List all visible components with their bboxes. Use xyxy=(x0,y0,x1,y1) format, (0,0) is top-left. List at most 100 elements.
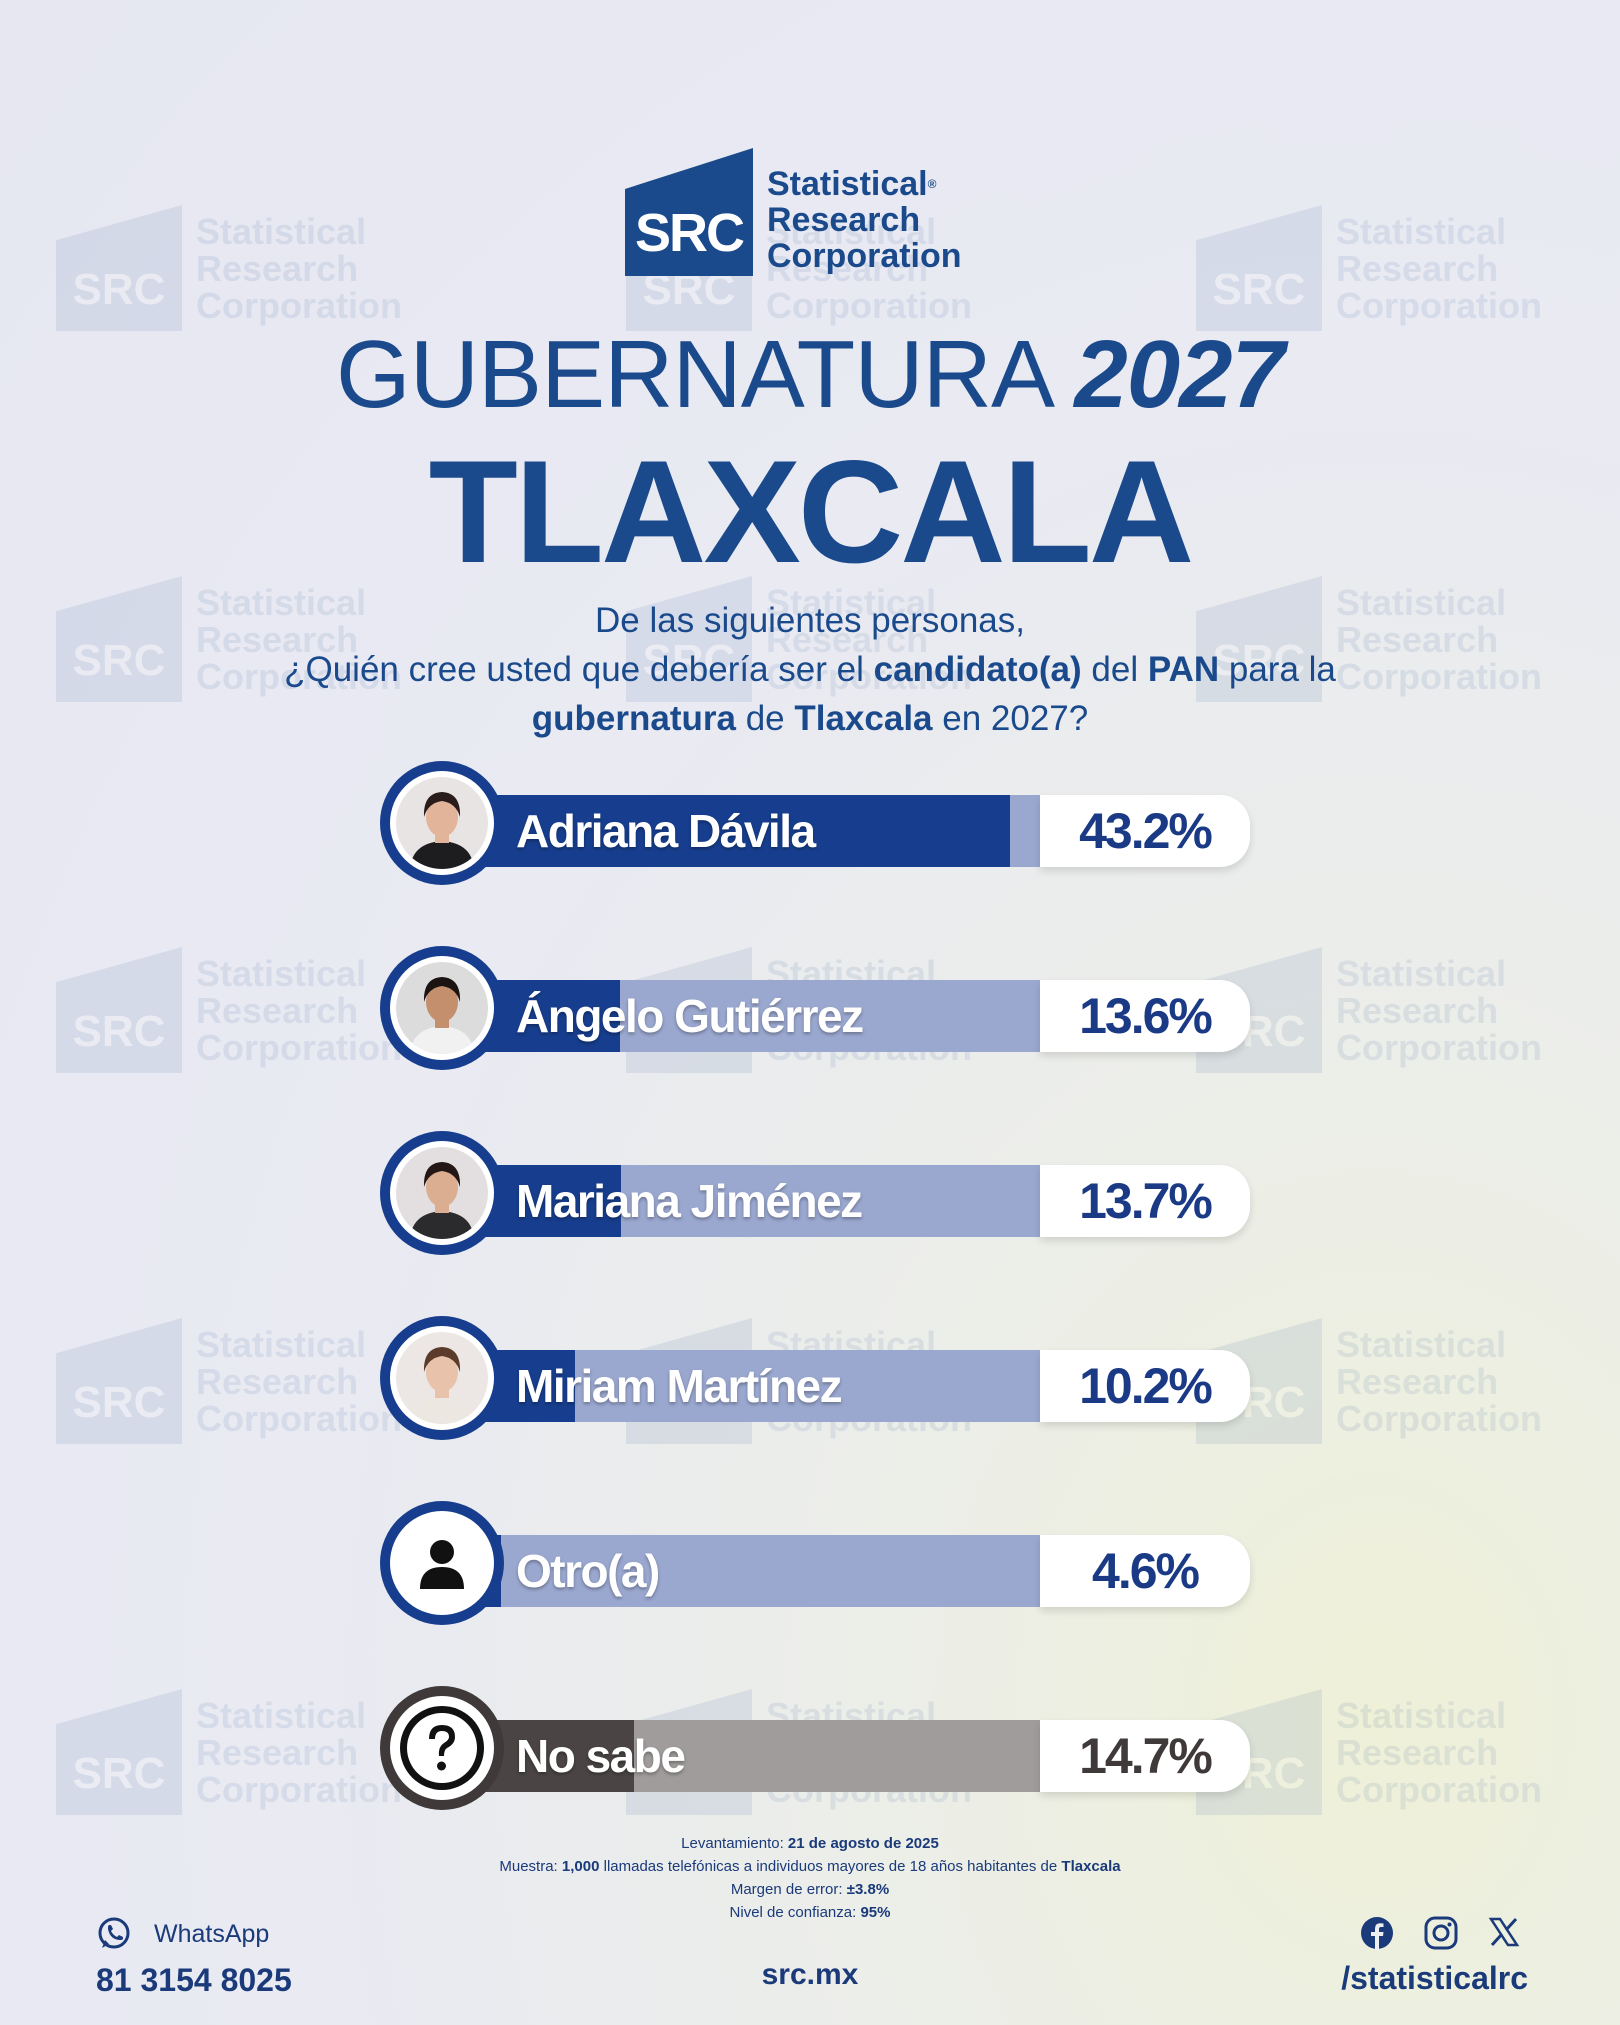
survey-confidence: Nivel de confianza: 95% xyxy=(0,1901,1620,1924)
question-emphasis: Tlaxcala xyxy=(794,699,933,738)
page-title: GUBERNATURA 2027 xyxy=(0,320,1620,430)
survey-question: De las siguientes personas, ¿Quién cree … xyxy=(120,596,1500,743)
candidate-photo xyxy=(396,1147,488,1239)
bar-mark xyxy=(440,795,1011,867)
question-text: ¿Quién cree usted que debería ser el xyxy=(284,650,874,689)
watermark-mark: SRC xyxy=(56,1318,182,1444)
watermark-mark: SRC xyxy=(56,947,182,1073)
social-handle[interactable]: /statisticalrc xyxy=(1341,1960,1528,1996)
question-icon xyxy=(400,1706,484,1790)
question-text: del xyxy=(1081,650,1148,689)
title-year: 2027 xyxy=(1074,321,1285,428)
note-value: ±3.8% xyxy=(846,1881,890,1898)
question-emphasis: candidato(a) xyxy=(873,650,1082,689)
logo-wordmark: Statistical® Research Corporation xyxy=(767,166,962,276)
candidate-photo xyxy=(396,962,488,1054)
bar-value-label: 13.6% xyxy=(1040,980,1250,1052)
social-links: /statisticalrc xyxy=(1341,1916,1528,1997)
bar-row: Miriam Martínez 10.2% xyxy=(380,1316,1250,1440)
question-emphasis: PAN xyxy=(1147,650,1220,689)
note-label: Margen de error: xyxy=(730,1881,847,1898)
page-subtitle: TLAXCALA xyxy=(428,430,1195,593)
candidate-avatar xyxy=(380,1501,504,1625)
whatsapp-label: WhatsApp xyxy=(154,1919,270,1948)
website-link[interactable]: src.mx xyxy=(761,1958,859,1991)
bar-row: Otro(a) 4.6% xyxy=(380,1501,1250,1625)
note-value: Tlaxcala xyxy=(1061,1858,1121,1875)
bar-category-label: No sabe xyxy=(516,1730,686,1782)
whatsapp-number[interactable]: 81 3154 8025 xyxy=(96,1962,292,1998)
bar-category-label: Otro(a) xyxy=(516,1545,660,1597)
bar-value-label: 13.7% xyxy=(1040,1165,1250,1237)
survey-margin: Margen de error: ±3.8% xyxy=(0,1878,1620,1901)
registered-mark: ® xyxy=(927,177,937,191)
question-line-3: gubernatura de Tlaxcala en 2027? xyxy=(120,694,1500,743)
question-text: para la xyxy=(1219,650,1336,689)
candidate-avatar xyxy=(380,946,504,1070)
note-label: Muestra: xyxy=(499,1858,562,1875)
note-label: Levantamiento: xyxy=(681,1835,788,1852)
survey-date: Levantamiento: 21 de agosto de 2025 xyxy=(0,1832,1620,1855)
bar-value-label: 10.2% xyxy=(1040,1350,1250,1422)
brand-logo: SRC Statistical® Research Corporation xyxy=(625,148,962,276)
bar-value-label: 4.6% xyxy=(1040,1535,1250,1607)
bar-category-label: Miriam Martínez xyxy=(516,1360,843,1412)
facebook-icon[interactable] xyxy=(1360,1916,1394,1950)
question-text: en 2027? xyxy=(932,699,1089,738)
title-word: GUBERNATURA xyxy=(336,321,1050,428)
x-icon[interactable] xyxy=(1488,1916,1520,1948)
logo-line-1: Statistical xyxy=(767,165,928,203)
whatsapp-icon xyxy=(98,1917,130,1949)
logo-line-3: Corporation xyxy=(767,237,962,275)
watermark-mark: SRC xyxy=(56,205,182,331)
candidate-avatar xyxy=(380,761,504,885)
bar-category-label: Mariana Jiménez xyxy=(516,1175,863,1227)
methodology-note: Levantamiento: 21 de agosto de 2025 Mues… xyxy=(0,1832,1620,1924)
candidate-avatar xyxy=(380,1686,504,1810)
bar-track xyxy=(440,795,1100,867)
whatsapp-contact[interactable]: WhatsApp 81 3154 8025 xyxy=(96,1916,292,1999)
bar-row: Mariana Jiménez 13.7% xyxy=(380,1131,1250,1255)
candidate-photo xyxy=(396,1332,488,1424)
candidate-avatar xyxy=(380,1316,504,1440)
survey-sample: Muestra: 1,000 llamadas telefónicas a in… xyxy=(0,1855,1620,1878)
candidate-avatar xyxy=(380,1131,504,1255)
bar-row: No sabe 14.7% xyxy=(380,1686,1250,1810)
candidate-photo xyxy=(396,777,488,869)
bar-value-label: 43.2% xyxy=(1040,795,1250,867)
question-text: de xyxy=(735,699,795,738)
user-icon xyxy=(420,1540,464,1589)
question-line-2: ¿Quién cree usted que debería ser el can… xyxy=(120,645,1500,694)
bar-row: Adriana Dávila 43.2% xyxy=(380,761,1250,885)
logo-line-2: Research xyxy=(767,201,921,239)
note-label: Nivel de confianza: xyxy=(729,1904,861,1921)
note-label: llamadas telefónicas a individuos mayore… xyxy=(599,1858,1062,1875)
question-emphasis: gubernatura xyxy=(531,699,736,738)
bar-track xyxy=(440,1720,1100,1792)
note-value: 95% xyxy=(860,1904,891,1921)
note-value: 1,000 xyxy=(561,1858,600,1875)
note-value: 21 de agosto de 2025 xyxy=(787,1835,939,1852)
bar-value-label: 14.7% xyxy=(1040,1720,1250,1792)
instagram-icon[interactable] xyxy=(1424,1916,1458,1950)
bar-row: Ángelo Gutiérrez 13.6% xyxy=(380,946,1250,1070)
